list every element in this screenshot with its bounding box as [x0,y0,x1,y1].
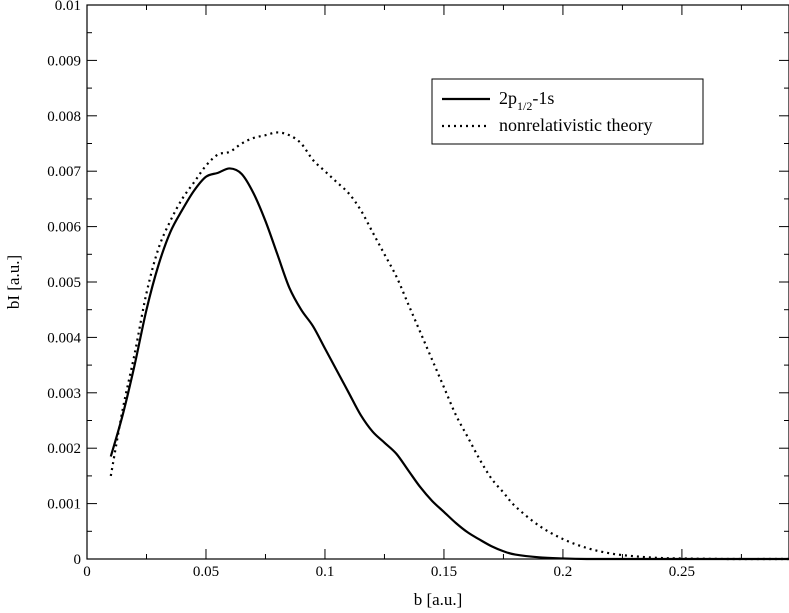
y-tick-label: 0.01 [55,0,81,14]
legend-box [431,78,704,145]
legend-label-subscript: 1/2 [517,99,532,113]
y-tick-label: 0 [74,552,82,568]
x-tick-label: 0.25 [669,564,695,580]
x-tick-label: 0.1 [316,564,335,580]
legend-label-2p-1s: 2p1/2-1s [499,88,554,113]
x-tick-label: 0.05 [193,564,219,580]
y-tick-label: 0.001 [47,497,81,513]
y-tick-label: 0.009 [47,53,81,69]
x-tick-label: 0.15 [431,564,457,580]
y-tick-label: 0.002 [47,441,81,457]
x-axis-ticks: 0 0.05 0.1 0.15 0.2 0.25 [83,5,742,580]
y-tick-label: 0.008 [47,109,81,125]
y-tick-label: 0.004 [47,330,81,346]
series-line-2p-1s [109,167,789,561]
legend-label-main: 2p [499,88,517,108]
x-axis-title: b [a.u.] [414,590,463,609]
legend: 2p1/2-1s nonrelativistic theory [431,78,704,145]
y-tick-label: 0.003 [47,386,81,402]
x-tick-label: 0.2 [554,564,573,580]
legend-label-tail: -1s [532,88,554,108]
x-tick-label: 0 [83,564,91,580]
y-tick-label: 0.005 [47,275,81,291]
series-line-nonrelativistic [109,131,789,561]
legend-label-nonrelativistic: nonrelativistic theory [499,115,652,135]
y-tick-label: 0.007 [47,164,81,180]
y-tick-label: 0.006 [47,220,81,236]
series-layer [109,131,789,561]
y-axis-title: bI [a.u.] [4,255,23,309]
y-axis-ticks: 0 0.001 0.002 0.003 0.004 0.005 0.006 0.007 0.00… [47,0,789,568]
